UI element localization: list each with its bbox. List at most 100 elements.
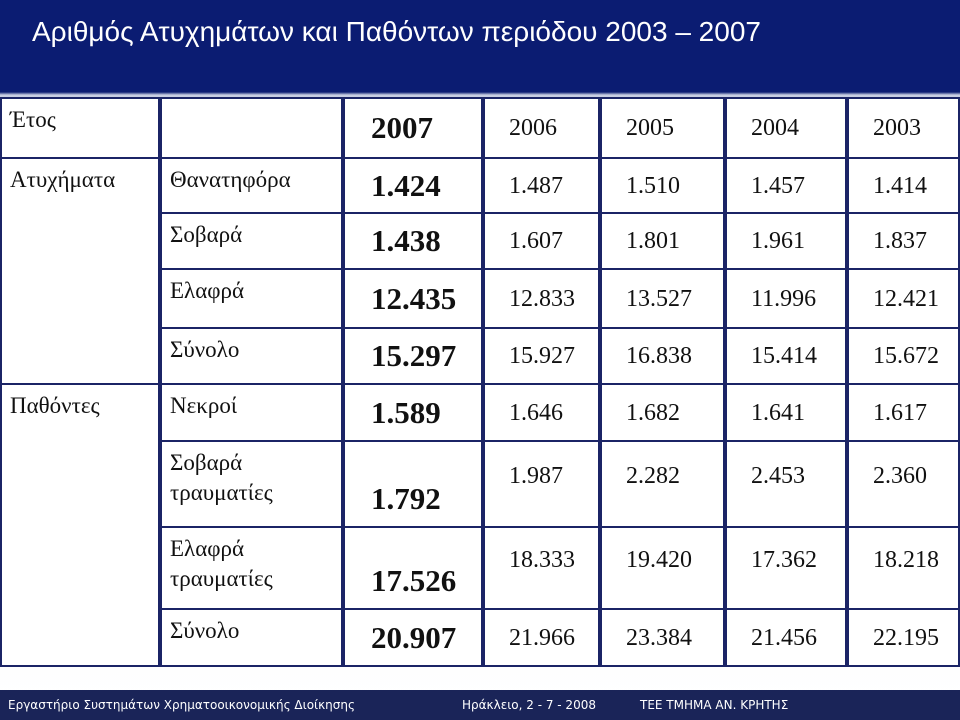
value-cell: 1.987 [483,440,600,528]
value-cell: 1.646 [483,383,600,442]
value-cell: 20.907 [343,608,483,667]
group-label: Παθόντες [0,383,160,667]
value-cell-text: 20.907 [371,619,457,655]
value-cell-text: 2.360 [873,463,927,489]
value-cell-text: 18.218 [873,547,939,573]
corner-cell: Έτος [0,97,160,159]
group-label: Ατυχήματα [0,157,160,385]
value-cell: 1.792 [343,440,483,528]
value-cell-text: 23.384 [626,624,692,651]
year-header-text: 2006 [509,115,557,141]
value-cell: 13.527 [600,268,725,329]
value-cell: 18.218 [847,526,960,610]
footer-org: ΤΕΕ ΤΜΗΜΑ ΑΝ. ΚΡΗΤΗΣ [640,698,789,712]
value-cell: 21.966 [483,608,600,667]
value-cell-text: 1.607 [509,228,563,254]
row-label-text: Ελαφρά τραυματίες [170,536,273,591]
value-cell: 21.456 [725,608,847,667]
value-cell: 1.510 [600,157,725,214]
value-cell-text: 1.424 [371,167,441,203]
footer-date: Ηράκλειο, 2 - 7 - 2008 [462,698,596,712]
value-cell-text: 18.333 [509,547,575,573]
value-cell: 12.435 [343,268,483,329]
corner-cell-text: Έτος [10,107,56,132]
value-cell-text: 21.966 [509,624,575,651]
value-cell-text: 1.646 [509,399,563,426]
value-cell-text: 1.438 [371,223,441,258]
value-cell: 15.672 [847,327,960,385]
group-label-text: Παθόντες [10,393,100,418]
year-header-text: 2004 [751,115,799,141]
row-label: Σοβαρά [160,212,343,270]
value-cell: 2.360 [847,440,960,528]
row-label: Θανατηφόρα [160,157,343,214]
value-cell-text: 17.526 [371,563,457,598]
value-cell-text: 17.362 [751,547,817,573]
value-cell-text: 11.996 [751,285,817,312]
year-header: 2005 [600,97,725,159]
value-cell-text: 1.801 [626,228,680,254]
value-cell: 1.438 [343,212,483,270]
value-cell: 1.487 [483,157,600,214]
row-label: Σύνολο [160,608,343,667]
value-cell-text: 1.682 [626,399,680,426]
row-label: Ελαφρά [160,268,343,329]
value-cell: 2.453 [725,440,847,528]
value-cell: 22.195 [847,608,960,667]
footer: Εργαστήριο Συστημάτων Χρηματοοικονομικής… [0,690,960,720]
row-label-text: Ελαφρά [170,278,245,303]
year-header-text: 2003 [873,115,921,141]
value-cell: 1.589 [343,383,483,442]
row-label-text: Θανατηφόρα [170,167,291,192]
value-cell: 1.837 [847,212,960,270]
blank-cell [160,97,343,159]
row-label-text: Σοβαρά τραυματίες [170,450,273,505]
value-cell: 12.421 [847,268,960,329]
value-cell-text: 15.297 [371,338,457,373]
value-cell-text: 15.672 [873,343,939,369]
value-cell-text: 1.987 [509,463,563,489]
value-cell-text: 15.927 [509,343,575,369]
value-cell-text: 15.414 [751,343,817,369]
value-cell: 1.424 [343,157,483,214]
value-cell: 16.838 [600,327,725,385]
value-cell: 18.333 [483,526,600,610]
year-header-text: 2007 [371,110,433,145]
value-cell: 17.362 [725,526,847,610]
value-cell-text: 1.792 [371,481,441,516]
row-label: Σύνολο [160,327,343,385]
value-cell-text: 1.961 [751,228,805,254]
value-cell-text: 12.833 [509,285,575,312]
value-cell-text: 13.527 [626,285,692,312]
row-label: Σοβαρά τραυματίες [160,440,343,528]
year-header: 2006 [483,97,600,159]
value-cell-text: 1.641 [751,399,805,426]
value-cell: 1.961 [725,212,847,270]
value-cell-text: 1.457 [751,172,805,199]
row-label-text: Νεκροί [170,393,238,418]
value-cell-text: 22.195 [873,624,939,651]
value-cell-text: 19.420 [626,547,692,573]
year-header: 2007 [343,97,483,159]
row-label-text: Σύνολο [170,337,240,362]
value-cell-text: 1.510 [626,172,680,199]
group-label-text: Ατυχήματα [10,167,116,192]
value-cell-text: 1.487 [509,172,563,199]
value-cell: 1.682 [600,383,725,442]
value-cell-text: 12.435 [371,280,457,316]
value-cell-text: 1.617 [873,399,927,426]
value-cell-text: 2.282 [626,463,680,489]
year-header-text: 2005 [626,115,674,141]
value-cell-text: 16.838 [626,343,692,369]
value-cell-text: 2.453 [751,463,805,489]
value-cell: 15.297 [343,327,483,385]
value-cell: 1.641 [725,383,847,442]
value-cell-text: 1.837 [873,228,927,254]
value-cell: 12.833 [483,268,600,329]
row-label-text: Σύνολο [170,618,240,643]
value-cell: 23.384 [600,608,725,667]
value-cell: 1.801 [600,212,725,270]
row-label: Νεκροί [160,383,343,442]
row-label: Ελαφρά τραυματίες [160,526,343,610]
value-cell: 1.414 [847,157,960,214]
